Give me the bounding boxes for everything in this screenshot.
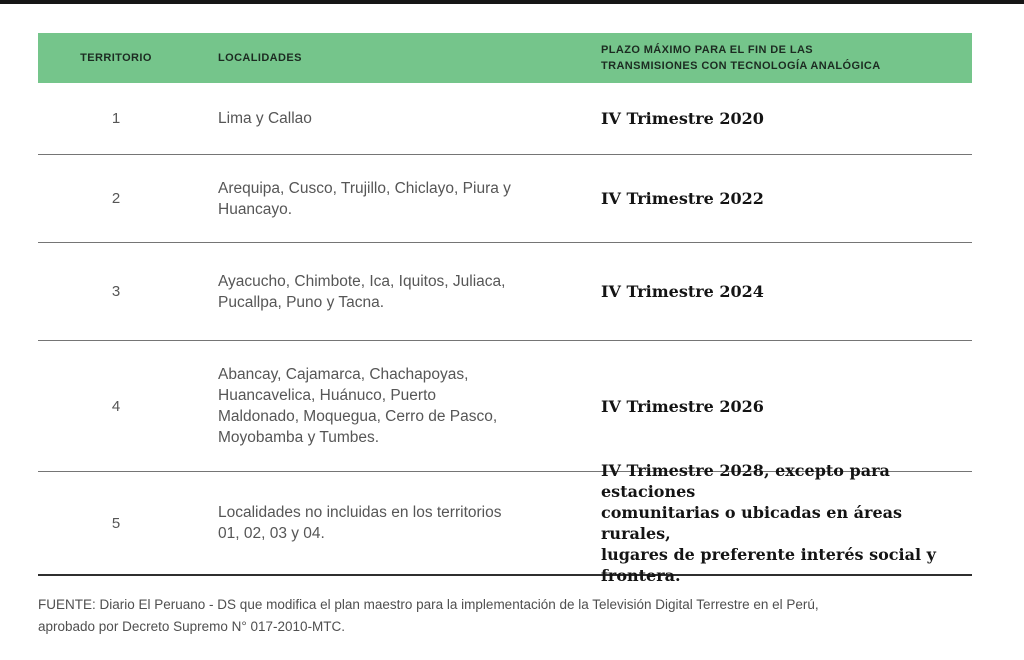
plazo-cell: IV Trimestre 2022 <box>601 189 764 208</box>
table-row: 5 Localidades no incluidas en los territ… <box>38 461 972 585</box>
table-row: 4 Abancay, Cajamarca, Chachapoyas, Huanc… <box>38 341 972 472</box>
localidades-cell: Ayacucho, Chimbote, Ica, Iquitos, Juliac… <box>218 272 506 311</box>
territorio-cell: 1 <box>111 110 121 127</box>
plazo-cell: IV Trimestre 2026 <box>601 396 764 416</box>
header-cell-plazo: PLAZO MÁXIMO PARA EL FIN DE LAS TRANSMIS… <box>601 44 881 72</box>
analog-shutdown-table: TERRITORIO LOCALIDADES PLAZO MÁXIMO PARA… <box>38 33 972 585</box>
table-header-row: TERRITORIO LOCALIDADES PLAZO MÁXIMO PARA… <box>38 33 972 83</box>
plazo-cell: IV Trimestre 2020 <box>601 109 764 128</box>
localidades-cell: Localidades no incluidas en los territor… <box>218 504 502 542</box>
header-cell-territorio: TERRITORIO <box>80 52 152 64</box>
table-row: 2 Arequipa, Cusco, Trujillo, Chiclayo, P… <box>38 155 972 243</box>
territorio-cell: 4 <box>111 397 121 415</box>
source-note: FUENTE: Diario El Peruano - DS que modif… <box>38 597 819 634</box>
territorio-cell: 5 <box>111 514 121 532</box>
table-row: 1 Lima y Callao IV Trimestre 2020 <box>38 83 972 155</box>
plazo-cell: IV Trimestre 2024 <box>601 282 764 301</box>
localidades-cell: Abancay, Cajamarca, Chachapoyas, Huancav… <box>218 366 498 446</box>
localidades-cell: Arequipa, Cusco, Trujillo, Chiclayo, Piu… <box>218 179 511 218</box>
territorio-cell: 2 <box>111 190 121 207</box>
plazo-cell: IV Trimestre 2028, excepto para estacion… <box>601 461 936 585</box>
localidades-cell: Lima y Callao <box>218 110 312 127</box>
territorio-cell: 3 <box>111 283 121 300</box>
table-row: 3 Ayacucho, Chimbote, Ica, Iquitos, Juli… <box>38 243 972 341</box>
header-cell-localidades: LOCALIDADES <box>218 52 302 64</box>
top-rule <box>0 0 1024 4</box>
